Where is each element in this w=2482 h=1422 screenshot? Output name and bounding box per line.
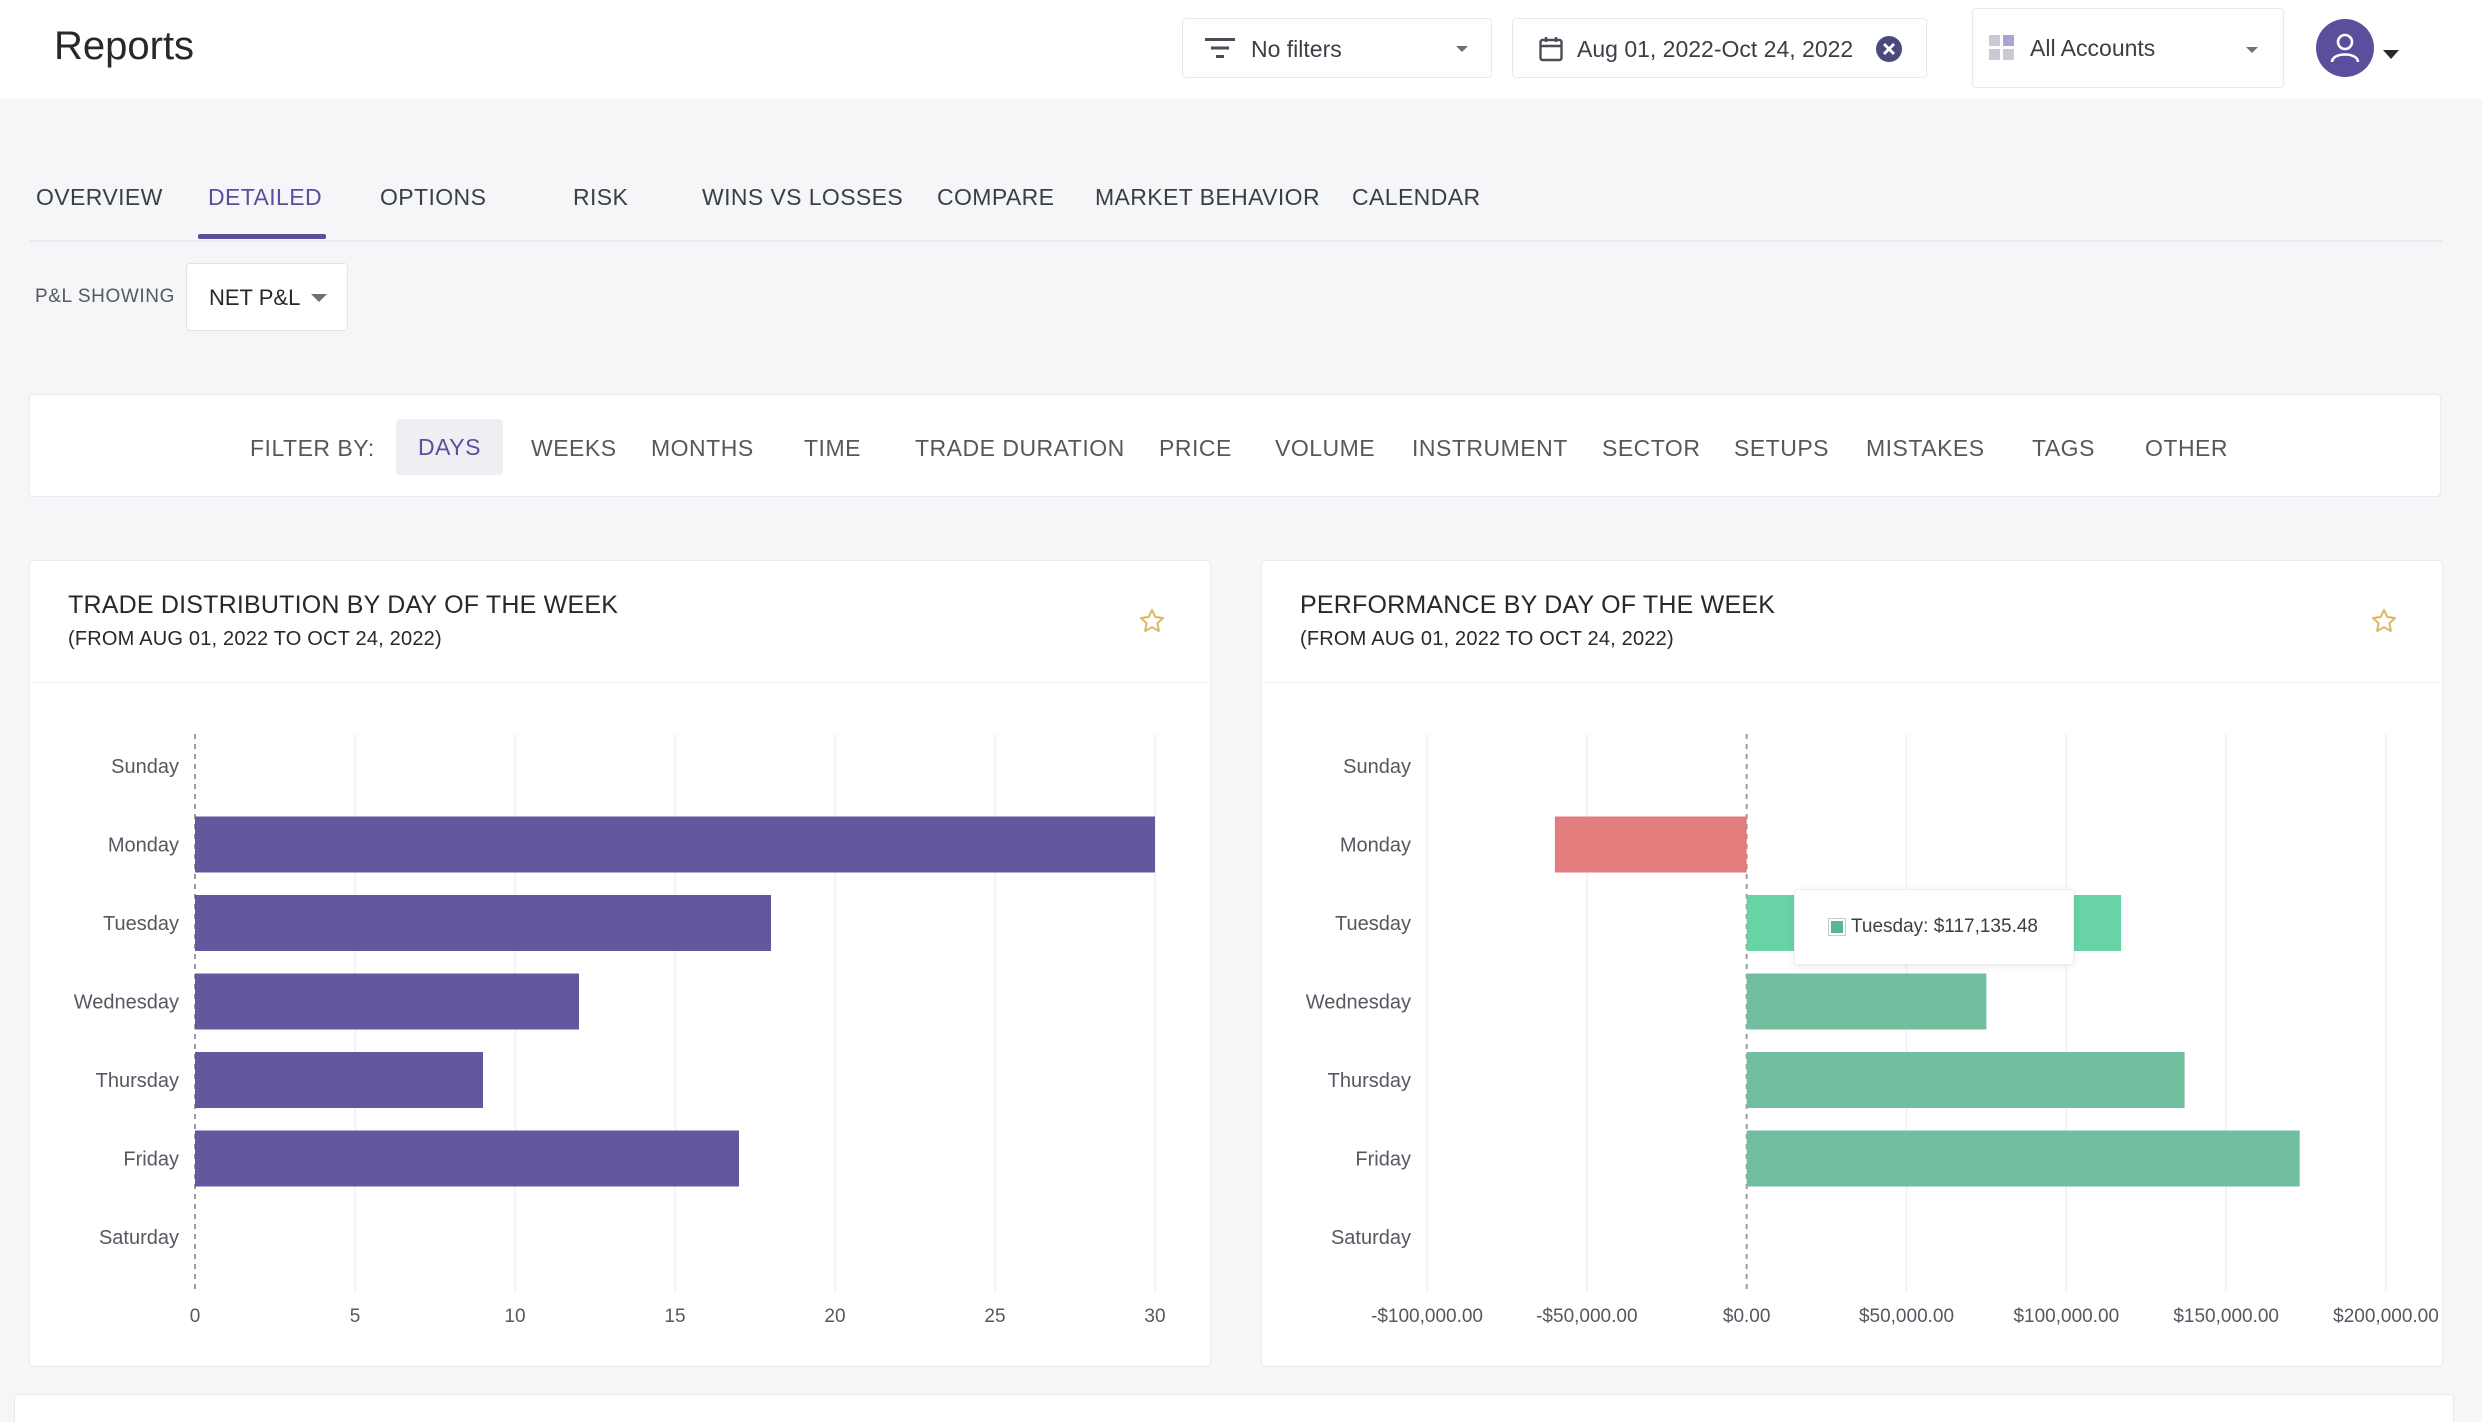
y-tick-label: Thursday [96,1070,179,1092]
filter-setups[interactable]: SETUPS [1734,435,1830,461]
bar-thursday[interactable] [1746,1052,2185,1108]
date-range-picker[interactable]: Aug 01, 2022-Oct 24, 2022 [1512,18,1927,78]
y-tick-label: Thursday [1328,1070,1411,1092]
filter-sector[interactable]: SECTOR [1602,435,1701,461]
bar-thursday[interactable] [195,1052,483,1108]
pnl-showing-label: P&L SHOWING [35,286,175,307]
y-tick-label: Wednesday [74,992,179,1014]
chart-subtitle: (FROM AUG 01, 2022 TO OCT 24, 2022) [1300,628,1674,650]
filter-tags[interactable]: TAGS [2032,435,2095,461]
x-tick-label: 30 [1144,1306,1165,1327]
bar-tuesday[interactable] [195,895,771,951]
next-card [14,1394,2454,1422]
bar-wednesday[interactable] [1746,973,1987,1030]
top-header: Reports No filters Aug 01, 2022-Oct 24, … [0,0,2482,99]
pnl-select-value: NET P&L [209,285,301,310]
date-range-value: Aug 01, 2022-Oct 24, 2022 [1577,36,1854,62]
chevron-down-icon [2246,47,2258,53]
tab-compare[interactable]: COMPARE [937,184,1055,210]
y-tick-label: Tuesday [1335,913,1411,935]
favorite-star-icon[interactable] [1138,607,1166,640]
filters-dropdown[interactable]: No filters [1182,18,1492,78]
y-tick-label: Sunday [111,756,179,778]
tab-wins-vs-losses[interactable]: WINS VS LOSSES [702,184,904,210]
x-tick-label: $100,000.00 [2013,1306,2119,1327]
tooltip-swatch [1828,918,1846,936]
y-tick-label: Saturday [1331,1227,1411,1249]
performance-card: PERFORMANCE BY DAY OF THE WEEK (FROM AUG… [1261,560,2443,1367]
bar-wednesday[interactable] [195,973,579,1030]
filter-mistakes[interactable]: MISTAKES [1866,435,1985,461]
y-tick-label: Monday [108,835,179,857]
trade-distribution-chart: 0 5 10 15 20 25 30 Sunday Monday Tuesday Wednesday… [74,734,1166,1327]
filter-price[interactable]: PRICE [1159,435,1232,461]
tab-risk[interactable]: RISK [573,184,629,210]
y-tick-label: Friday [123,1149,179,1171]
accounts-dropdown[interactable]: All Accounts [1972,8,2284,88]
user-avatar[interactable] [2316,19,2374,77]
user-icon [2330,33,2360,63]
x-tick-label: $200,000.00 [2333,1306,2439,1327]
card-header: PERFORMANCE BY DAY OF THE WEEK (FROM AUG… [1262,561,2442,683]
tab-overview[interactable]: OVERVIEW [36,184,163,210]
tab-calendar[interactable]: CALENDAR [1352,184,1481,210]
x-tick-label: -$50,000.00 [1536,1306,1637,1327]
filter-other[interactable]: OTHER [2145,435,2228,461]
filter-trade-duration[interactable]: TRADE DURATION [915,435,1125,461]
tooltip-text: Tuesday: $117,135.48 [1851,916,2038,937]
y-tick-label: Monday [1340,835,1411,857]
filter-days[interactable]: DAYS [396,419,503,475]
filter-icon [1205,36,1235,66]
chevron-down-icon [1456,46,1468,52]
accounts-grid-icon [1989,35,2015,67]
chart-tooltip: Tuesday: $117,135.48 [1794,889,2074,965]
x-tick-label: 25 [984,1306,1005,1327]
avatar-menu-caret-icon[interactable] [2383,50,2399,59]
filters-label: No filters [1251,36,1342,62]
x-tick-label: 5 [350,1306,361,1327]
x-tick-label: $50,000.00 [1859,1306,1954,1327]
y-tick-label: Saturday [99,1227,179,1249]
clear-date-icon[interactable] [1875,35,1903,69]
calendar-icon [1539,36,1563,68]
chart-title: PERFORMANCE BY DAY OF THE WEEK [1300,591,1776,619]
x-tick-label: $150,000.00 [2173,1306,2279,1327]
filter-volume[interactable]: VOLUME [1275,435,1376,461]
x-tick-label: 15 [664,1306,685,1327]
page-title: Reports [54,24,195,68]
pnl-select[interactable]: NET P&L [186,263,348,331]
favorite-star-icon[interactable] [2370,607,2398,640]
y-tick-label: Wednesday [1306,992,1411,1014]
tab-market-behavior[interactable]: MARKET BEHAVIOR [1095,184,1320,210]
chevron-down-icon [311,294,327,302]
accounts-label: All Accounts [2030,35,2156,61]
filter-instrument[interactable]: INSTRUMENT [1412,435,1568,461]
active-tab-indicator [198,234,326,239]
bar-monday[interactable] [1554,816,1747,873]
filter-time[interactable]: TIME [804,435,861,461]
y-tick-label: Tuesday [103,913,179,935]
card-header: TRADE DISTRIBUTION BY DAY OF THE WEEK (F… [30,561,1210,683]
tab-detailed[interactable]: DETAILED [208,184,322,210]
y-tick-label: Sunday [1343,756,1411,778]
report-tabs: OVERVIEW DETAILED OPTIONS RISK WINS VS L… [30,170,2442,242]
bar-friday[interactable] [195,1130,739,1187]
bar-monday[interactable] [195,816,1155,873]
y-tick-label: Friday [1355,1149,1411,1171]
x-tick-label: 20 [824,1306,845,1327]
filter-bar: FILTER BY: DAYS WEEKS MONTHS TIME TRADE … [29,394,2441,497]
chart-title: TRADE DISTRIBUTION BY DAY OF THE WEEK [68,591,619,619]
filter-by-label: FILTER BY: [250,435,375,461]
x-tick-label: -$100,000.00 [1371,1306,1483,1327]
filter-months[interactable]: MONTHS [651,435,754,461]
bar-friday[interactable] [1746,1130,2300,1187]
tab-options[interactable]: OPTIONS [380,184,487,210]
x-tick-label: $0.00 [1723,1306,1771,1327]
x-tick-label: 0 [190,1306,201,1327]
x-tick-label: 10 [504,1306,525,1327]
filter-weeks[interactable]: WEEKS [531,435,617,461]
trade-distribution-card: TRADE DISTRIBUTION BY DAY OF THE WEEK (F… [29,560,1211,1367]
chart-subtitle: (FROM AUG 01, 2022 TO OCT 24, 2022) [68,628,442,650]
